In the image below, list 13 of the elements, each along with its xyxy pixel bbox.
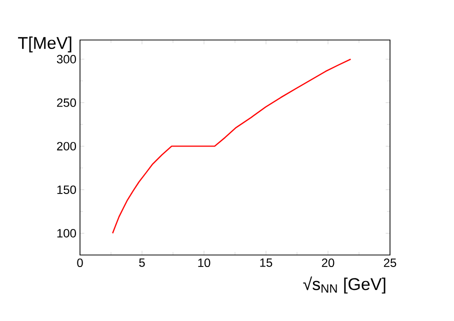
x-tick-label: 15 (260, 258, 272, 267)
x-tick-label: 5 (139, 258, 145, 267)
y-tick-label: 150 (57, 185, 76, 194)
x-tick-label: 0 (77, 258, 83, 268)
y-tick-label: 250 (57, 98, 76, 107)
x-tick-label: 25 (384, 258, 396, 268)
x-tick-label: 20 (322, 258, 334, 268)
y-tick-label: 100 (57, 228, 76, 238)
y-axis-title: T[MeV] (18, 36, 72, 52)
x-tick-label: 10 (198, 258, 210, 268)
y-tick-label: 200 (57, 142, 76, 150)
x-axis-title: √s$_{NN}$ [GeV] (303, 276, 386, 294)
y-tick-label: 300 (56, 54, 76, 64)
